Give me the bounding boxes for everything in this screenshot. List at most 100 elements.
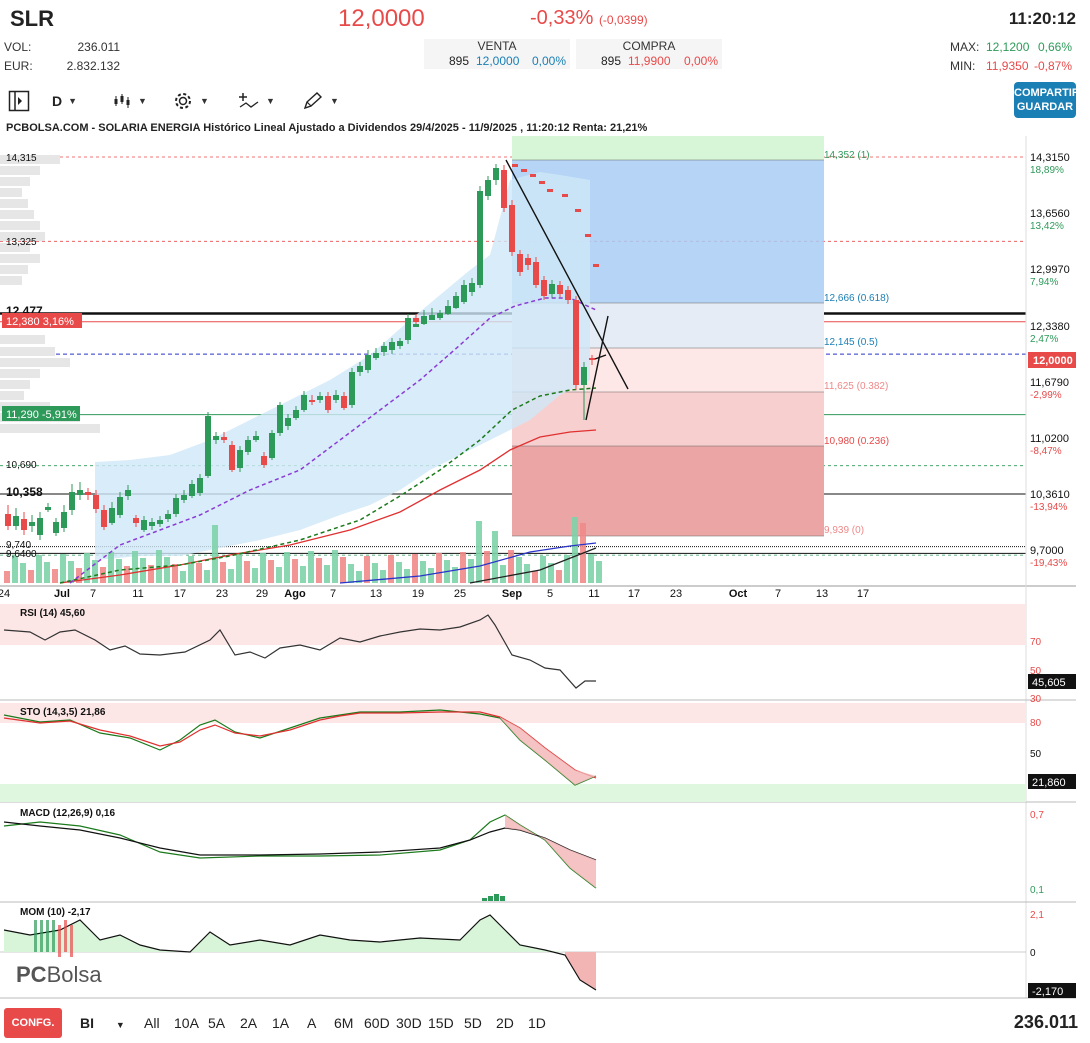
sar-dot: [413, 324, 419, 327]
price-chart[interactable]: 14,352 (1) 12,666 (0.618) 12,145 (0.5) 11,6…: [0, 120, 1090, 1000]
volume-bar: [236, 554, 242, 583]
period-button[interactable]: 2D: [496, 1015, 514, 1031]
period-select[interactable]: D ▼: [52, 88, 77, 114]
candle: [365, 350, 371, 373]
candle: [341, 392, 347, 410]
share-save-button[interactable]: COMPARTIR GUARDAR: [1014, 82, 1080, 118]
candle-body: [45, 507, 51, 510]
candle: [285, 414, 291, 430]
period-button[interactable]: All: [144, 1015, 160, 1031]
candle-body: [501, 170, 507, 208]
rsi-line: [3, 614, 596, 689]
ema20-line: [69, 297, 597, 584]
volume-bar: [212, 525, 218, 583]
price-flag-green: [2, 406, 80, 421]
sar-dot: [461, 299, 467, 302]
x-axis-label: 24: [0, 588, 10, 600]
fib-label: 12,145 (0.5): [824, 337, 878, 348]
candle-body: [117, 497, 123, 515]
period-button[interactable]: 2A: [240, 1015, 258, 1031]
config-button[interactable]: CONFG.: [4, 1008, 62, 1038]
period-button[interactable]: 15D: [428, 1015, 454, 1031]
candle: [173, 494, 179, 517]
volume-bar: [84, 553, 90, 583]
x-axis-label: 19: [412, 588, 424, 600]
vol-value: 236.011: [77, 40, 121, 54]
indicators-select[interactable]: ▼: [238, 88, 275, 114]
eur-value: 2.832.132: [66, 59, 120, 73]
volume-bar: [60, 554, 66, 583]
chevron-down-icon: ▼: [115, 1020, 125, 1030]
x-axis-label: Jul: [54, 588, 70, 600]
price-axis-percent: -8,47%: [1030, 446, 1062, 457]
candle-body: [445, 306, 451, 312]
rsi-level: 70: [1030, 637, 1042, 648]
mom-marker: [34, 920, 37, 952]
period-button[interactable]: 10A: [174, 1015, 199, 1031]
volume-bar: [132, 551, 138, 583]
panel-toggle-icon: [8, 90, 30, 112]
candle: [317, 392, 323, 403]
candle-body: [237, 450, 243, 468]
candle: [117, 492, 123, 518]
toggle-panel-button[interactable]: [8, 88, 30, 114]
volume-bar: [452, 567, 458, 583]
volume-bar: [12, 556, 18, 583]
candle-body: [157, 520, 163, 524]
candle: [309, 395, 315, 405]
price-axis-value: 11,0200: [1030, 433, 1069, 445]
settings-select[interactable]: ▼: [172, 88, 209, 114]
volume-bar: [284, 552, 290, 583]
candle-body: [477, 191, 483, 285]
sar-dot: [593, 264, 599, 267]
chevron-down-icon: ▼: [330, 96, 339, 106]
period-button[interactable]: 5A: [208, 1015, 226, 1031]
period-button[interactable]: 1A: [272, 1015, 290, 1031]
period-button[interactable]: A: [307, 1015, 317, 1031]
macd-histogram-bar: [488, 896, 493, 901]
chart-title: PCBOLSA.COM - SOLARIA ENERGIA Histórico …: [6, 122, 648, 134]
candle: [253, 431, 259, 442]
venta-pct: 0,00%: [532, 54, 567, 68]
pcbolsa-logo: PCBolsa: [16, 962, 102, 988]
bottom-bar: CONFG. BI ▼ All 10A 5A 2A 1A A 6M 60D 30D 15D 5D 2D…: [0, 1002, 1090, 1043]
x-axis-label: 7: [90, 588, 96, 600]
x-axis-label: 5: [547, 588, 553, 600]
candle: [53, 518, 59, 536]
period-button[interactable]: 1D: [528, 1015, 546, 1031]
period-button[interactable]: 5D: [464, 1015, 482, 1031]
mom-marker: [40, 920, 43, 952]
mode-select[interactable]: BI ▼: [80, 1015, 125, 1031]
candle-body: [53, 522, 59, 533]
candle: [189, 480, 195, 498]
quote-header: SLR 12,0000 -0,33% (-0,0399) 11:20:12 VO…: [0, 0, 1090, 84]
period-button[interactable]: 60D: [364, 1015, 390, 1031]
candle: [133, 515, 139, 527]
save-label: GUARDAR: [1016, 101, 1074, 113]
price-axis-percent: -13,94%: [1030, 502, 1067, 513]
period-button[interactable]: 30D: [396, 1015, 422, 1031]
candle-body: [421, 316, 427, 322]
volume-bar: [68, 561, 74, 583]
sto-label: STO (14,3,5) 21,86: [20, 707, 106, 718]
sar-dot: [547, 189, 553, 192]
sto-tag-label: 21,860: [1032, 777, 1066, 789]
x-axis-label: 11: [588, 588, 599, 600]
x-axis-label: 11: [132, 588, 143, 600]
candle: [5, 505, 11, 530]
volume-profile-bar: [0, 347, 55, 356]
fib-label: 14,352 (1): [824, 150, 870, 161]
fib-label: 11,625 (0.382): [824, 381, 888, 392]
sar-dot: [453, 305, 459, 308]
volume-bar: [412, 554, 418, 583]
volume-bar: [404, 569, 410, 583]
candle-body: [269, 433, 275, 458]
period-button[interactable]: 6M: [334, 1015, 354, 1031]
chart-type-select[interactable]: ▼: [112, 88, 147, 114]
volume-bar: [428, 568, 434, 583]
drawing-tools-select[interactable]: ▼: [302, 88, 339, 114]
sar-dot: [512, 164, 518, 167]
mom-label: MOM (10) -2,17: [20, 907, 91, 918]
